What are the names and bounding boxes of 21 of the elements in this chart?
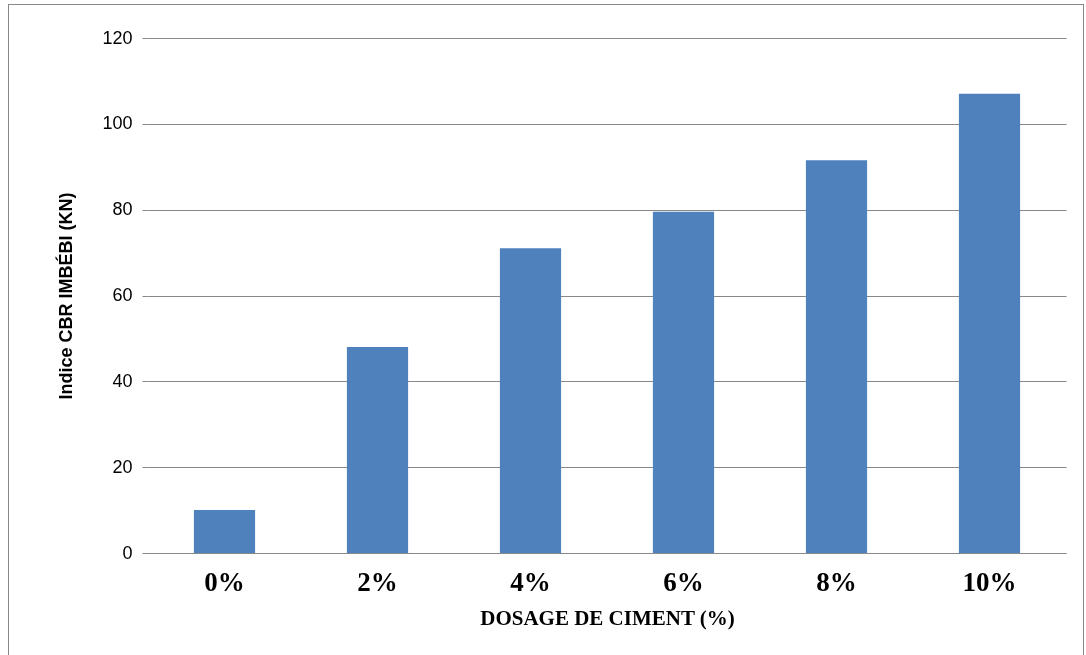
x-axis-title: DOSAGE DE CIMENT (%): [480, 605, 735, 630]
y-tick-label: 60: [112, 285, 133, 305]
y-tick-label: 0: [122, 542, 133, 563]
x-tick-label: 8%: [816, 566, 857, 597]
bar: [805, 160, 868, 553]
bar: [499, 248, 562, 553]
bar: [958, 93, 1021, 553]
y-tick-label: 80: [112, 199, 133, 220]
y-tick-label: 120: [102, 27, 133, 48]
x-tick-label: 10%: [962, 566, 1017, 597]
y-axis-title: Indice CBR IMBÉBI (KN): [55, 192, 77, 400]
x-tick-label: 4%: [510, 566, 551, 597]
bar: [346, 347, 409, 553]
x-tick-label: 2%: [357, 566, 398, 597]
bar: [193, 510, 256, 553]
bar: [652, 211, 715, 553]
x-tick-label: 6%: [663, 566, 704, 597]
y-tick-label: 100: [102, 113, 133, 134]
y-tick-label: 20: [112, 456, 133, 477]
y-tick-label: 40: [112, 370, 133, 391]
x-tick-label: 0%: [204, 566, 245, 597]
